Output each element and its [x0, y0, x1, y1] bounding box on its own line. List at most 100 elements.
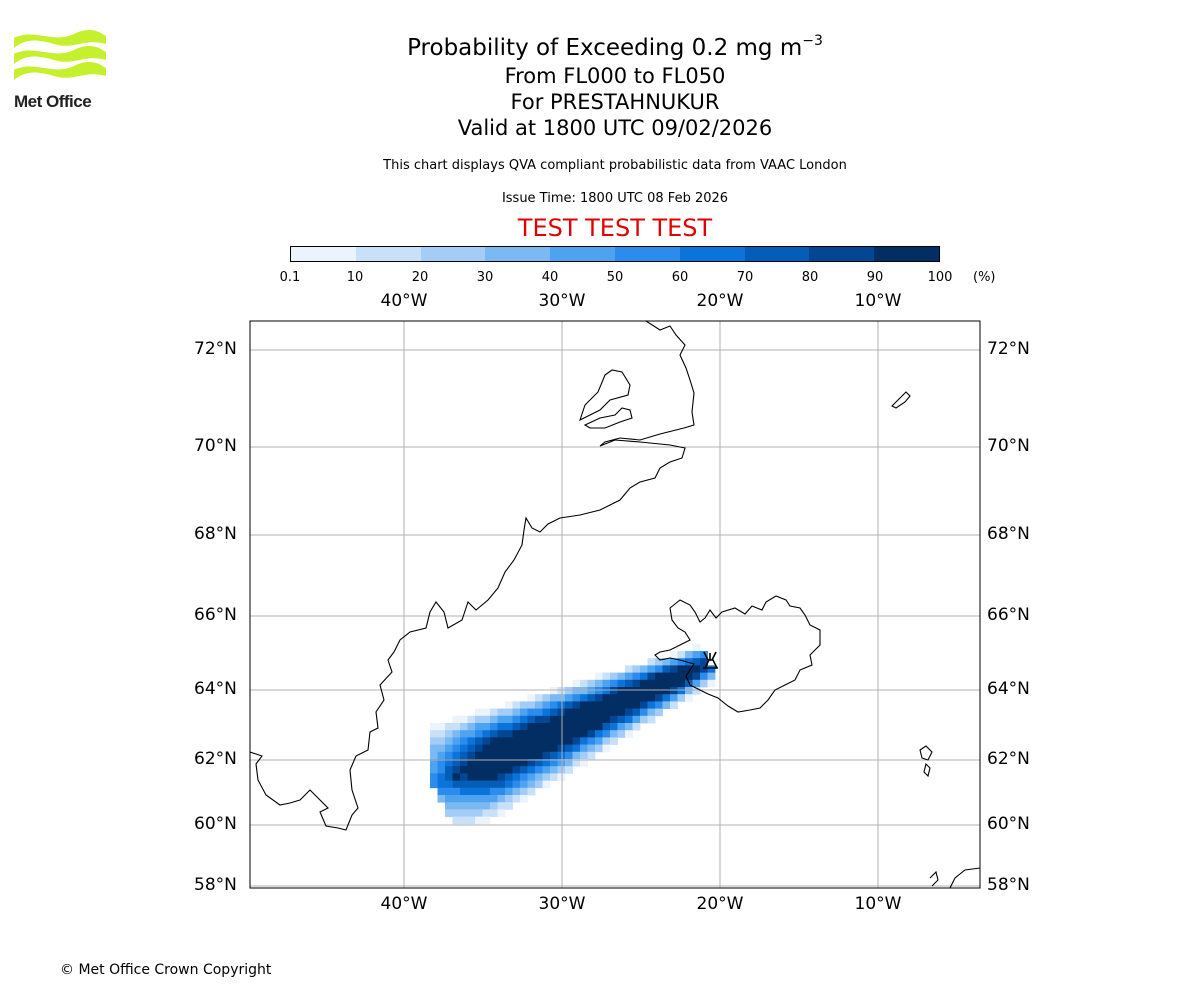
plume-cell [497, 737, 506, 745]
plume-cell [482, 751, 491, 760]
colorbar-tick-label: 70 [736, 270, 754, 285]
latitude-label: 68°N [987, 524, 1030, 544]
plume-cell [512, 795, 521, 803]
plume-cell [452, 816, 461, 825]
plume-cell [467, 715, 476, 724]
colorbar-swatch [485, 247, 551, 261]
plume-cell [445, 787, 453, 796]
plume-cell [512, 723, 521, 731]
plume-cell [572, 730, 581, 738]
plume-cell [520, 730, 528, 738]
plume-cell [677, 687, 686, 695]
plume-cell [430, 730, 438, 738]
plume-cell [437, 759, 446, 767]
colorbar-tick-label: 60 [671, 270, 689, 285]
plume-cell [557, 773, 566, 781]
latitude-label: 62°N [194, 749, 237, 769]
plume-cell [602, 744, 611, 753]
longitude-label: 20°W [696, 291, 744, 311]
plume-cell [662, 679, 671, 688]
plume-cell [655, 679, 663, 688]
plume-cell [610, 737, 618, 745]
plume-cell [565, 694, 573, 702]
plume-cell [460, 816, 468, 825]
plume-cell [467, 795, 476, 803]
plume-cell [505, 730, 513, 738]
plume-cell [445, 744, 453, 753]
plume-cell [535, 737, 543, 745]
plume-cell [460, 809, 468, 817]
plume-cell [497, 759, 506, 767]
plume-cell [595, 701, 603, 709]
longitude-label: 30°W [538, 894, 586, 914]
plume-cell [497, 809, 506, 817]
title-line-2: From FL000 to FL050 [504, 64, 726, 88]
plume-cell [542, 730, 551, 738]
plume-cell [475, 816, 483, 825]
plume-cell [647, 665, 656, 673]
plume-cell [460, 751, 468, 760]
probability-plume [430, 643, 716, 825]
plume-cell [497, 723, 506, 731]
plume-cell [452, 751, 461, 760]
plume-cell [475, 780, 483, 789]
plume-cell [602, 708, 611, 717]
colorbar-tick-label: 30 [476, 270, 494, 285]
plume-cell [602, 730, 611, 738]
plume-cell [505, 787, 513, 796]
latitude-label: 58°N [987, 875, 1030, 895]
plume-cell [632, 701, 641, 709]
subtitle: This chart displays QVA compliant probab… [383, 158, 847, 173]
plume-cell [452, 759, 461, 767]
plume-cell [632, 665, 641, 673]
plume-cell [520, 751, 528, 760]
plume-cell [505, 773, 513, 781]
plume-cell [542, 780, 551, 789]
plume-cell [595, 672, 603, 681]
plume-cell [445, 802, 453, 810]
plume-cell [527, 737, 536, 745]
copyright: © Met Office Crown Copyright [60, 962, 272, 978]
plume-cell [482, 766, 491, 774]
plume-cell [595, 687, 603, 695]
jan-mayen-coastline [891, 391, 911, 409]
plume-cell [520, 795, 528, 803]
plume-cell [497, 715, 506, 724]
plume-cell [512, 701, 521, 709]
plume-cell [527, 780, 536, 789]
plume-cell [490, 773, 498, 781]
plume-cell [587, 708, 596, 717]
plume-cell [625, 665, 633, 673]
plume-cell [602, 679, 611, 688]
plume-cell [512, 744, 521, 753]
plume-cell [550, 737, 558, 745]
plume-cell [490, 744, 498, 753]
plume-cell [482, 795, 491, 803]
plume-cell [550, 766, 558, 774]
plume-cell [520, 773, 528, 781]
plume-cell [617, 687, 626, 695]
plume-cell [707, 672, 716, 681]
plume-cell [550, 694, 558, 702]
plume-cell [565, 744, 573, 753]
plume-cell [490, 759, 498, 767]
plume-cell [580, 730, 588, 738]
plume-cell [445, 780, 453, 789]
plume-cell [572, 751, 581, 760]
plume-cell [632, 694, 641, 702]
plume-cell [535, 723, 543, 731]
plume-cell [460, 759, 468, 767]
plume-cell [490, 737, 498, 745]
latitude-label: 66°N [987, 605, 1030, 625]
colorbar-swatch [291, 247, 356, 261]
plume-cell [572, 744, 581, 753]
plume-cell [437, 730, 446, 738]
plume-cell [692, 672, 701, 681]
plume-cell [617, 715, 626, 724]
plume-cell [587, 701, 596, 709]
latitude-label: 60°N [194, 814, 237, 834]
plume-cell [565, 708, 573, 717]
plume-cell [497, 730, 506, 738]
plume-cell [460, 773, 468, 781]
